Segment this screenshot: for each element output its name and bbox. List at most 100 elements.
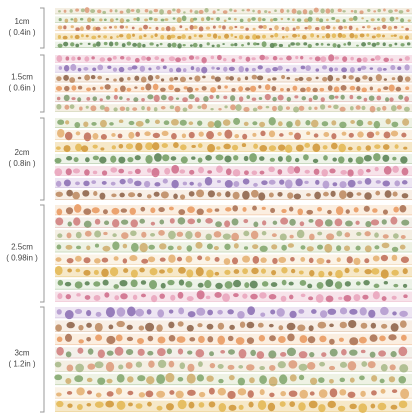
tape-motif: [401, 132, 407, 138]
tape-motif: [96, 41, 101, 47]
tape-motif: [215, 221, 222, 228]
tape-motif: [329, 323, 334, 328]
tape-motif: [382, 154, 390, 162]
tape-motif: [134, 86, 138, 89]
tape-motif: [298, 363, 308, 371]
tape-motif: [389, 364, 396, 371]
tape-motif: [82, 190, 90, 197]
tape-strip: [55, 103, 412, 113]
tape-motif: [369, 67, 374, 70]
tape-motif: [159, 293, 165, 299]
tape-motif: [361, 17, 364, 20]
tape-motif: [197, 105, 202, 109]
tape-motif: [100, 133, 107, 140]
tape-motif: [144, 131, 151, 137]
tape-motif: [171, 133, 177, 140]
tape-motif: [360, 322, 368, 329]
tape-motif: [312, 158, 319, 164]
tape-motif: [267, 402, 276, 412]
size-label: 2.5cm: [11, 243, 33, 252]
tape-motif: [391, 121, 399, 128]
tape-motif: [340, 94, 345, 100]
tape-motif: [365, 221, 372, 228]
tape-motif: [103, 35, 108, 39]
tape-motif: [364, 231, 371, 237]
tape-motif: [169, 77, 174, 82]
tape-motif: [345, 220, 353, 227]
tape-motif: [377, 88, 382, 92]
tape-motif: [70, 42, 75, 47]
tape-motif: [151, 295, 158, 303]
tape-motif: [259, 54, 266, 61]
tape-motif: [95, 334, 103, 341]
tape-motif: [246, 337, 255, 345]
tape-motif: [340, 170, 348, 175]
tape-motif: [127, 66, 133, 71]
tape-motif: [134, 75, 140, 81]
tape-motif: [84, 169, 90, 176]
tape-motif: [104, 106, 110, 112]
tape-motif: [78, 339, 84, 344]
tape-motif: [326, 233, 335, 241]
tape-motif: [216, 44, 221, 48]
tape-motif: [339, 121, 347, 129]
tape-motif: [381, 219, 387, 225]
tape-motif: [359, 336, 367, 344]
tape-motif: [134, 57, 140, 63]
tape-motif: [196, 374, 205, 382]
tape-motif: [340, 84, 347, 91]
tape-base: [55, 242, 412, 253]
tape-base: [55, 118, 412, 128]
tape-motif: [64, 18, 69, 23]
tape-motif: [374, 232, 379, 238]
tape-motif: [129, 255, 138, 262]
tape-motif: [383, 8, 386, 12]
tape-motif: [272, 257, 278, 265]
tape-motif: [298, 76, 304, 81]
tape-motif: [179, 25, 183, 29]
tape-motif: [367, 8, 371, 12]
tape-motif: [178, 267, 186, 274]
tape-motif: [97, 9, 102, 14]
tape-motif: [303, 42, 308, 46]
tape-motif: [217, 131, 222, 136]
tape-motif: [306, 193, 311, 197]
tape-motif: [154, 153, 162, 162]
tape-motif: [72, 168, 80, 174]
tape-motif: [348, 25, 353, 30]
tape-motif: [135, 403, 143, 409]
tape-motif: [188, 55, 195, 60]
tape-motif: [105, 400, 115, 408]
tape-motif: [356, 57, 362, 63]
tape-motif: [57, 279, 64, 286]
tape-motif: [239, 321, 246, 328]
tape-motif: [318, 377, 325, 383]
tape-motif: [157, 309, 165, 318]
tape-motif: [92, 144, 98, 149]
tape-motif: [150, 207, 156, 214]
tape-motif: [331, 120, 337, 126]
tape-motif: [306, 246, 314, 252]
tape-motif: [217, 322, 225, 330]
tape-motif: [228, 17, 232, 20]
tape-motif: [213, 231, 222, 238]
tape-motif: [261, 180, 268, 186]
tape-motif: [246, 364, 255, 371]
tape-motif: [130, 242, 139, 252]
tape-motif: [148, 26, 152, 29]
tape-motif: [146, 309, 152, 315]
tape-motif: [233, 243, 239, 249]
tape-motif: [94, 258, 101, 264]
tape-motif: [169, 390, 175, 395]
tape-motif: [174, 87, 181, 93]
tape-motif: [332, 182, 338, 187]
tape-motif: [193, 17, 198, 21]
tape-motif: [309, 233, 315, 241]
tape-motif: [320, 104, 326, 110]
tape-motif: [56, 346, 64, 356]
tape-motif: [269, 157, 275, 162]
tape-motif: [362, 26, 365, 29]
tape-motif: [97, 349, 105, 359]
tape-motif: [339, 181, 347, 189]
tape-motif: [228, 26, 234, 31]
